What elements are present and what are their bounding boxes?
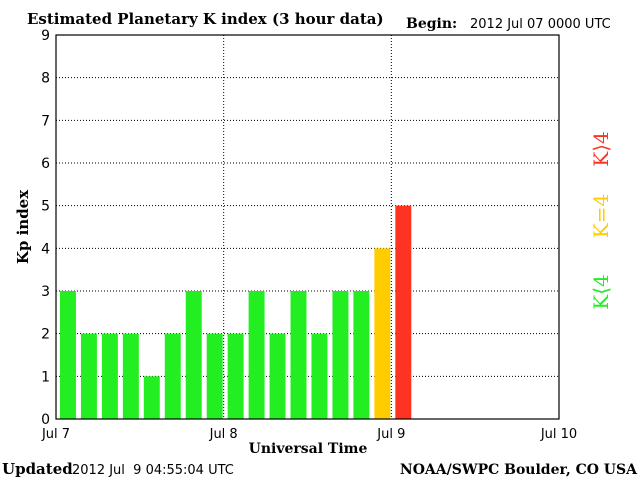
kp-bar (374, 248, 391, 419)
kp-bar (227, 333, 244, 419)
kp-bar (143, 376, 160, 419)
legend-mid: K=4 (589, 194, 613, 238)
kp-bar (248, 291, 265, 419)
credit-text: NOAA/SWPC Boulder, CO USA (400, 462, 638, 478)
y-tick-label: 0 (41, 412, 50, 428)
kp-bar (353, 291, 370, 419)
y-tick-label: 9 (41, 28, 50, 44)
kp-bar (311, 333, 328, 419)
kp-bar (269, 333, 286, 419)
kp-bar (122, 333, 139, 419)
kp-bar (332, 291, 349, 419)
y-tick-label: 2 (41, 327, 50, 343)
kp-bar (395, 205, 412, 419)
y-tick-label: 6 (41, 156, 50, 172)
kp-bar (206, 333, 223, 419)
grid-lines (56, 35, 559, 419)
begin-value: 2012 Jul 07 0000 UTC (470, 17, 611, 32)
legend-high: K⟩4 (589, 131, 613, 166)
y-tick-label: 4 (41, 241, 50, 257)
y-tick-label: 7 (41, 113, 50, 129)
bars (60, 205, 412, 419)
x-axis-label: Universal Time (249, 441, 368, 457)
x-tick-label: Jul 9 (376, 427, 405, 442)
kp-bar (164, 333, 181, 419)
kp-bar (185, 291, 202, 419)
plot-frame (55, 34, 560, 420)
x-tick-labels: Jul 7 Jul 8 Jul 9 Jul 10 (41, 427, 577, 442)
chart-title: Estimated Planetary K index (3 hour data… (27, 10, 384, 28)
kp-bar (101, 333, 118, 419)
kp-bar (290, 291, 307, 419)
updated-value: 2012 Jul 9 04:55:04 UTC (72, 463, 234, 478)
y-axis-label: Kp index (14, 189, 32, 264)
y-tick-labels: 0 1 2 3 4 5 6 7 8 9 (41, 28, 50, 428)
kp-bar (80, 333, 97, 419)
kp-bar (60, 291, 76, 419)
x-tick-label: Jul 8 (209, 427, 238, 442)
y-tick-label: 1 (41, 369, 50, 385)
x-tick-label: Jul 10 (540, 427, 577, 442)
y-tick-label: 5 (41, 199, 50, 215)
begin-label: Begin: (406, 16, 457, 32)
updated-label: Updated (2, 460, 73, 478)
y-tick-label: 3 (41, 284, 50, 300)
y-tick-label: 8 (41, 71, 50, 87)
legend-low: K⟨4 (589, 274, 613, 309)
x-tick-label: Jul 7 (41, 427, 70, 442)
